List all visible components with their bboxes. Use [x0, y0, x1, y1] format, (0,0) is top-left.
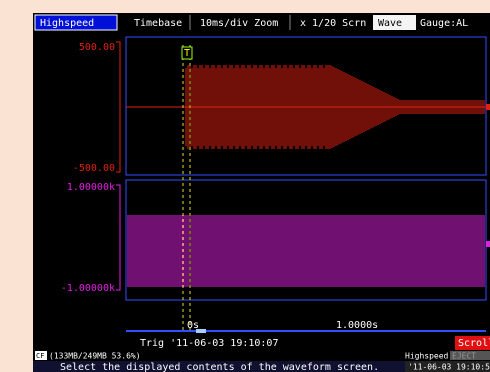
zoom[interactable]: 10ms/div Zoom: [200, 18, 278, 29]
trigger-time: Trig '11-06-03 19:10:07: [140, 338, 278, 349]
mode[interactable]: Highspeed: [40, 18, 94, 29]
clock: '11-06-03 19:10:5: [408, 363, 490, 372]
status-mode: Highspeed: [405, 352, 449, 361]
ch1-min: -500.00: [73, 163, 115, 174]
screen-ratio[interactable]: x 1/20 Scrn: [300, 18, 366, 29]
clock-box: [405, 361, 490, 372]
trigger-box: [181, 46, 193, 60]
cf-icon: [35, 351, 47, 360]
timebase[interactable]: Timebase: [134, 18, 182, 29]
cf: CF: [36, 352, 44, 360]
time-mark: 1.0000s: [336, 320, 378, 331]
ch2-max: 1.00000k: [67, 182, 115, 193]
message: Select the displayed contents of the wav…: [60, 362, 379, 372]
scale-bracket: [116, 41, 121, 173]
message-bar: [33, 361, 490, 372]
time-start: 0s: [187, 320, 199, 331]
gauge[interactable]: Gauge:AL: [420, 18, 468, 29]
scroll[interactable]: Scroll: [458, 338, 490, 349]
ch1-marker: [486, 104, 490, 110]
eject-box[interactable]: [450, 351, 490, 360]
panel-2: [125, 179, 487, 301]
scale-bracket: [116, 184, 121, 291]
view[interactable]: Wave: [378, 18, 402, 29]
view-box[interactable]: [373, 15, 416, 30]
ch2-marker: [486, 241, 490, 247]
eject[interactable]: EJECT: [452, 352, 476, 361]
ch1-max: 500.00: [79, 42, 115, 53]
storage: (133MB/249MB 53.6%): [49, 352, 141, 361]
mode-box[interactable]: [34, 14, 118, 31]
ch2-min: -1.00000k: [61, 283, 115, 294]
scroll-thumb[interactable]: [196, 329, 206, 333]
scroll-box[interactable]: [455, 336, 490, 350]
trigger-marker: T: [184, 48, 190, 59]
